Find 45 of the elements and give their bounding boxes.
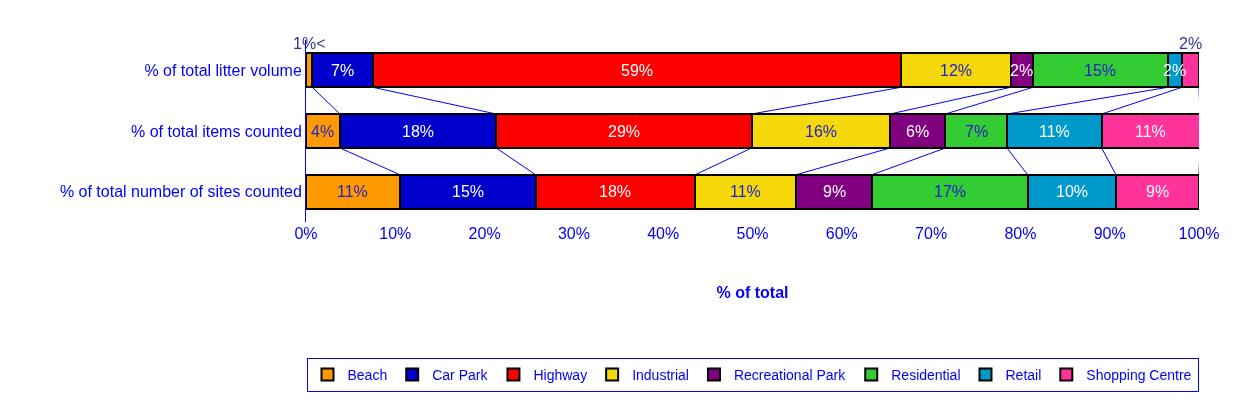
x-tick-label: 0% <box>294 225 318 242</box>
x-tick-label: 50% <box>736 225 769 242</box>
data-label: 10% <box>1056 183 1089 200</box>
data-label: 4% <box>311 123 335 140</box>
legend-label: Retail <box>1005 366 1042 383</box>
data-label: 7% <box>331 62 355 79</box>
x-tick-label: 30% <box>557 225 590 242</box>
legend-label: Car Park <box>432 366 489 383</box>
x-tick-label: 60% <box>825 225 858 242</box>
data-label: 11% <box>1039 123 1070 140</box>
legend-label: Recreational Park <box>733 366 847 383</box>
y-tick-label: % of total items counted <box>131 122 302 140</box>
x-tick-label: 20% <box>468 225 501 242</box>
legend-label: Highway <box>533 366 588 383</box>
data-label: 16% <box>805 123 838 140</box>
x-axis-title: % of total <box>716 283 789 301</box>
y-tick-label: % of total litter volume <box>144 61 302 79</box>
x-tick-label: 40% <box>647 225 680 242</box>
data-label: 15% <box>1084 62 1117 79</box>
legend-label: Beach <box>347 366 388 383</box>
data-label: 17% <box>934 183 967 200</box>
data-label: 2% <box>1010 62 1034 79</box>
legend-label: Residential <box>891 366 961 383</box>
data-label: 7% <box>965 123 989 140</box>
legend-label: Shopping Centre <box>1086 366 1192 383</box>
x-tick-label: 100% <box>1178 225 1220 242</box>
data-label: 11% <box>1135 123 1166 140</box>
data-label: 59% <box>621 62 654 79</box>
y-tick-label: % of total number of sites counted <box>59 183 302 201</box>
data-label: 15% <box>452 183 485 200</box>
x-tick-label: 70% <box>915 225 948 242</box>
legend-label: Industrial <box>632 366 689 383</box>
x-tick-label: 80% <box>1004 225 1037 242</box>
data-label: 11% <box>730 183 761 200</box>
data-label: 18% <box>599 183 632 200</box>
x-tick-label: 10% <box>379 225 412 242</box>
x-tick-label: 90% <box>1093 225 1126 242</box>
data-label: 2% <box>1179 35 1203 52</box>
data-label: 9% <box>823 183 847 200</box>
data-label: 18% <box>402 123 435 140</box>
data-label: 6% <box>906 123 930 140</box>
data-label: 29% <box>608 123 641 140</box>
data-label: 9% <box>1146 183 1170 200</box>
data-label: 11% <box>337 183 368 200</box>
data-label: 12% <box>940 62 973 79</box>
